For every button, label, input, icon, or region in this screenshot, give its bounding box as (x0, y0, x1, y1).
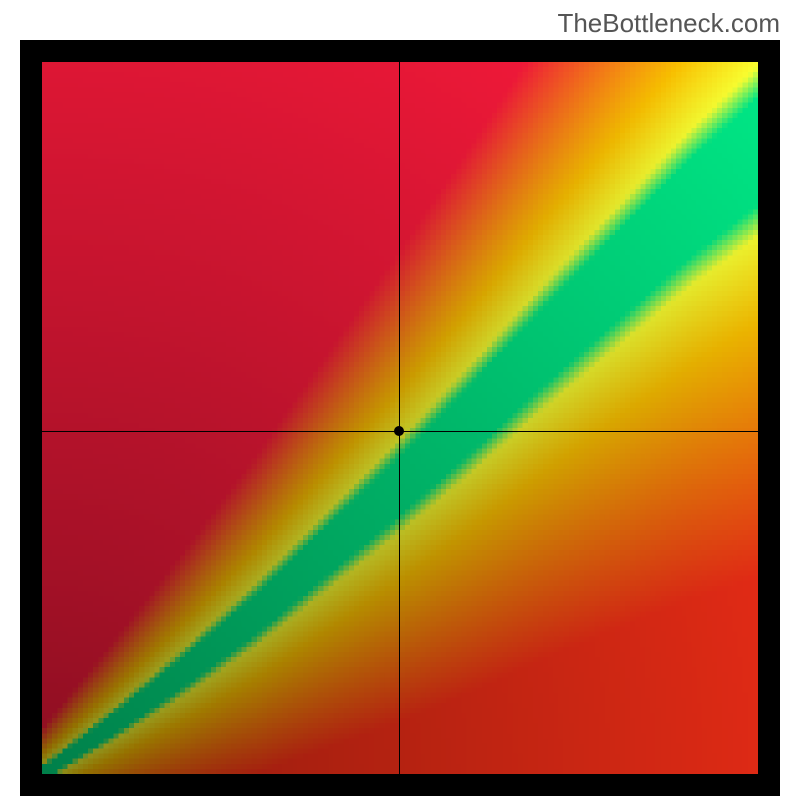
chart-container: TheBottleneck.com (0, 0, 800, 800)
watermark-text: TheBottleneck.com (557, 8, 780, 39)
heatmap-area (42, 62, 758, 774)
crosshair-point (394, 426, 404, 436)
plot-frame (20, 40, 780, 796)
crosshair-vertical (399, 62, 400, 774)
